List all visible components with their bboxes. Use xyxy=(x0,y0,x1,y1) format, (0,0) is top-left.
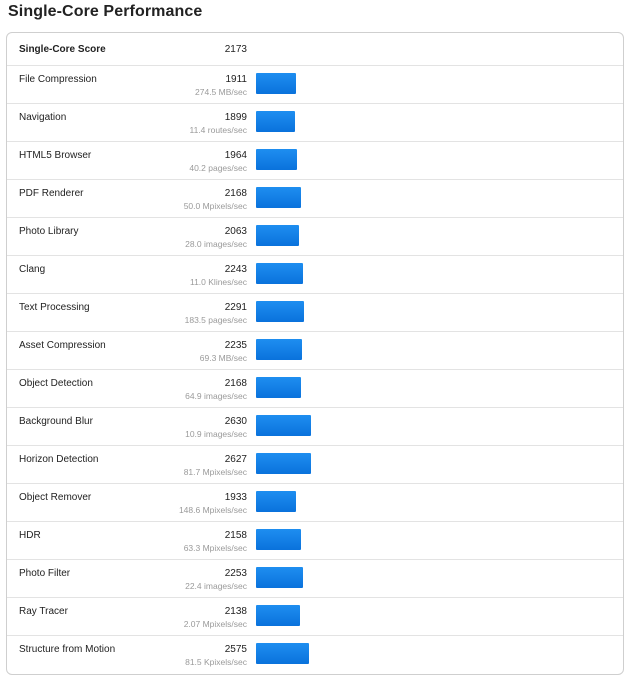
table-row: Photo Library 2063 28.0 images/sec xyxy=(7,218,623,256)
summary-label: Single-Core Score xyxy=(19,44,106,55)
score-bar xyxy=(256,301,304,322)
table-row: Navigation 1899 11.4 routes/sec xyxy=(7,104,623,142)
workload-name: Object Detection xyxy=(19,378,93,389)
table-row: Asset Compression 2235 69.3 MB/sec xyxy=(7,332,623,370)
score-bar xyxy=(256,73,296,94)
table-row: Photo Filter 2253 22.4 images/sec xyxy=(7,560,623,598)
workload-score: 2253 xyxy=(224,568,247,579)
score-bar xyxy=(256,187,301,208)
score-bar xyxy=(256,453,311,474)
workload-rate: 11.0 Klines/sec xyxy=(189,277,247,287)
score-bar xyxy=(256,149,297,170)
table-row: Clang 2243 11.0 Klines/sec xyxy=(7,256,623,294)
workload-rate: 183.5 pages/sec xyxy=(184,315,247,325)
workload-rate: 11.4 routes/sec xyxy=(189,125,248,135)
workload-name: Text Processing xyxy=(19,302,90,313)
workload-name: PDF Renderer xyxy=(19,188,84,199)
workload-score: 2627 xyxy=(224,454,247,465)
workload-rate: 50.0 Mpixels/sec xyxy=(183,201,247,211)
workload-rate: 2.07 Mpixels/sec xyxy=(183,619,247,629)
workload-name: Structure from Motion xyxy=(19,644,116,655)
workload-rate: 63.3 Mpixels/sec xyxy=(183,543,247,553)
table-row: Structure from Motion 2575 81.5 Kpixels/se… xyxy=(7,636,623,674)
score-bar xyxy=(256,529,301,550)
workload-score: 2575 xyxy=(224,644,247,655)
workload-rate: 10.9 images/sec xyxy=(185,429,247,439)
workload-score: 1933 xyxy=(224,492,247,503)
workload-name: Ray Tracer xyxy=(19,606,68,617)
table-row: Text Processing 2291 183.5 pages/sec xyxy=(7,294,623,332)
score-bar xyxy=(256,111,295,132)
workload-score: 2158 xyxy=(224,530,247,541)
workload-name: HDR xyxy=(19,530,41,541)
workload-name: HTML5 Browser xyxy=(19,150,92,161)
workload-name: Navigation xyxy=(19,112,67,123)
workload-score: 2630 xyxy=(224,416,247,427)
workload-rate: 40.2 pages/sec xyxy=(189,163,247,173)
workload-name: Background Blur xyxy=(19,416,93,427)
score-bar xyxy=(256,605,300,626)
workload-score: 2168 xyxy=(224,188,247,199)
workload-rate: 22.4 images/sec xyxy=(185,581,247,591)
workload-rate: 64.9 images/sec xyxy=(185,391,247,401)
score-bar xyxy=(256,415,311,436)
workload-rate: 69.3 MB/sec xyxy=(199,353,247,363)
workload-rate: 81.5 Kpixels/sec xyxy=(185,657,247,667)
table-row: Object Detection 2168 64.9 images/sec xyxy=(7,370,623,408)
summary-score: 2173 xyxy=(224,44,247,55)
workload-name: Asset Compression xyxy=(19,340,106,351)
workload-score: 1964 xyxy=(224,150,247,161)
table-row: HDR 2158 63.3 Mpixels/sec xyxy=(7,522,623,560)
workload-score: 2235 xyxy=(224,340,247,351)
table-row: Object Remover 1933 148.6 Mpixels/sec xyxy=(7,484,623,522)
workload-name: File Compression xyxy=(19,74,97,85)
table-row: Horizon Detection 2627 81.7 Mpixels/sec xyxy=(7,446,623,484)
summary-row: Single-Core Score 2173 xyxy=(7,33,623,66)
workload-rate: 81.7 Mpixels/sec xyxy=(183,467,247,477)
score-bar xyxy=(256,491,296,512)
workload-name: Photo Filter xyxy=(19,568,71,579)
score-bar xyxy=(256,339,302,360)
table-row: HTML5 Browser 1964 40.2 pages/sec xyxy=(7,142,623,180)
score-bar xyxy=(256,567,303,588)
workload-score: 2291 xyxy=(224,302,247,313)
workload-name: Object Remover xyxy=(19,492,92,503)
workload-rate: 274.5 MB/sec xyxy=(195,87,247,97)
score-bar xyxy=(256,263,303,284)
results-table: Single-Core Score 2173 File Compression 1… xyxy=(6,32,624,675)
workload-score: 1911 xyxy=(225,74,247,85)
workload-score: 2138 xyxy=(224,606,247,617)
page-title: Single-Core Performance xyxy=(8,3,203,20)
workload-score: 2063 xyxy=(224,226,247,237)
score-bar xyxy=(256,225,299,246)
table-row: PDF Renderer 2168 50.0 Mpixels/sec xyxy=(7,180,623,218)
score-bar xyxy=(256,643,309,664)
table-row: Background Blur 2630 10.9 images/sec xyxy=(7,408,623,446)
workload-name: Clang xyxy=(19,264,46,275)
workload-score: 1899 xyxy=(224,112,247,123)
table-row: File Compression 1911 274.5 MB/sec xyxy=(7,66,623,104)
table-row: Ray Tracer 2138 2.07 Mpixels/sec xyxy=(7,598,623,636)
workload-score: 2243 xyxy=(224,264,247,275)
workload-rate: 28.0 images/sec xyxy=(185,239,247,249)
workload-name: Photo Library xyxy=(19,226,79,237)
workload-score: 2168 xyxy=(224,378,247,389)
workload-rate: 148.6 Mpixels/sec xyxy=(178,505,247,515)
score-bar xyxy=(256,377,301,398)
workload-name: Horizon Detection xyxy=(19,454,99,465)
